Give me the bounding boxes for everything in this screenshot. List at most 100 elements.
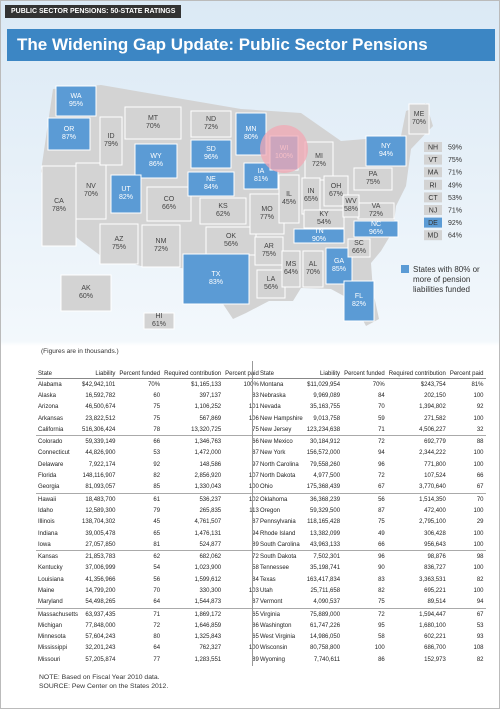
cell-value: 59,339,149 bbox=[80, 435, 118, 448]
cell-state: Alaska bbox=[38, 392, 57, 399]
header-row: State Liability Percent funded Required con… bbox=[258, 358, 486, 379]
cell-value: 567,869 bbox=[199, 415, 222, 422]
state-abbr: MS bbox=[286, 261, 297, 268]
cell-value: 138,704,302 bbox=[82, 519, 116, 526]
cell-value: 92 bbox=[153, 461, 161, 468]
cell-value: 70% bbox=[372, 381, 385, 388]
state bbox=[281, 250, 301, 288]
cell-state: Nevada bbox=[260, 404, 281, 411]
cell-state: Alabama bbox=[38, 381, 62, 388]
small-state-value: 75% bbox=[448, 157, 462, 164]
state-value: 96% bbox=[369, 229, 383, 236]
cell-value: 93 bbox=[476, 634, 484, 641]
state-abbr: NY bbox=[381, 143, 391, 150]
cell-value: 265,835 bbox=[199, 507, 222, 514]
small-state-box bbox=[424, 179, 442, 190]
cell-value: 1,476,131 bbox=[194, 530, 222, 537]
small-state-value: 71% bbox=[448, 170, 462, 177]
state-value: 61% bbox=[152, 321, 166, 328]
cell-value: 72 bbox=[223, 550, 261, 563]
cell-value: 175,368,439 bbox=[306, 484, 341, 491]
cell-value: 148,586 bbox=[199, 461, 222, 468]
table-row: Minnesota 57,604,243 80 1,325,843 65 bbox=[36, 632, 261, 643]
table-row: Florida 148,116,907 82 2,856,920 107 bbox=[36, 470, 261, 481]
cell-value: 66 bbox=[223, 435, 261, 448]
state-value: 87% bbox=[62, 134, 76, 141]
cell-value: 100 bbox=[473, 541, 484, 548]
section-tag: PUBLIC SECTOR PENSIONS: 50-STATE RATINGS bbox=[5, 5, 182, 18]
state-abbr: IL bbox=[286, 191, 292, 198]
state-value: 70% bbox=[146, 123, 160, 130]
column-header: Percent funded bbox=[342, 358, 387, 379]
cell-value: 472,400 bbox=[424, 507, 446, 514]
cell-state: Wyoming bbox=[260, 656, 285, 663]
state-abbr: OK bbox=[226, 233, 236, 240]
cell-value: $243,754 bbox=[420, 381, 446, 388]
cell-value: 163,417,834 bbox=[306, 576, 341, 583]
table-row: Delaware 7,922,174 92 148,586 97 bbox=[36, 459, 261, 470]
cell-value: 61 bbox=[117, 492, 163, 506]
cell-value: 25,711,658 bbox=[310, 587, 341, 594]
cell-value: 101 bbox=[248, 404, 259, 411]
cell-value: 89 bbox=[252, 656, 259, 663]
cell-value: 77 bbox=[153, 656, 161, 663]
cell-state: Kentucky bbox=[38, 565, 63, 572]
cell-value: 1,646,859 bbox=[194, 622, 222, 629]
cell-value: 152,973 bbox=[424, 656, 446, 663]
cell-value: 7,502,301 bbox=[304, 550, 343, 563]
table-row: Kansas 21,853,783 62 682,062 72 bbox=[36, 550, 261, 563]
cell-state: New Hampshire bbox=[260, 415, 303, 422]
cell-value: 67 bbox=[447, 607, 486, 621]
table-row: West Virginia 14,986,050 58 602,221 93 bbox=[258, 632, 486, 643]
cell-value: 75 bbox=[153, 415, 161, 422]
cell-value: 86 bbox=[252, 622, 259, 629]
cell-state: South Carolina bbox=[260, 541, 300, 548]
cell-state: Colorado bbox=[36, 435, 81, 448]
state-abbr: MO bbox=[261, 206, 273, 213]
cell-value: 43,963,133 bbox=[310, 541, 341, 548]
table-right: State Liability Percent funded Required con… bbox=[258, 358, 486, 665]
cell-value: 1,680,100 bbox=[419, 622, 446, 629]
state-abbr: AK bbox=[81, 285, 91, 292]
cell-value: 1,514,350 bbox=[386, 492, 448, 506]
table-row: Massachusetts 63,937,435 71 1,869,172 65 bbox=[36, 607, 261, 621]
small-state-abbr: CT bbox=[428, 195, 438, 202]
table-row: Maine 14,799,200 70 330,300 103 bbox=[36, 585, 261, 596]
state-value: 80% bbox=[244, 134, 258, 141]
cell-value: 695,221 bbox=[424, 587, 446, 594]
state-value: 77% bbox=[260, 214, 274, 221]
column-header: State bbox=[258, 358, 305, 379]
table-row: Iowa 27,057,850 81 524,877 89 bbox=[36, 539, 261, 551]
small-state-box bbox=[424, 142, 442, 152]
state-abbr: IA bbox=[258, 168, 265, 175]
cell-value: 62 bbox=[117, 550, 163, 563]
state bbox=[293, 228, 345, 244]
column-header: Percent paid bbox=[223, 358, 261, 379]
table-row: Indiana 39,005,478 65 1,476,131 94 bbox=[36, 528, 261, 539]
state-abbr: PA bbox=[369, 171, 378, 178]
cell-value: 56 bbox=[153, 576, 161, 583]
cell-value: 100 bbox=[473, 530, 484, 537]
cell-state: Vermont bbox=[260, 599, 283, 606]
table-row: Washington 61,747,226 95 1,680,100 53 bbox=[258, 620, 486, 631]
cell-value: 682,062 bbox=[162, 550, 224, 563]
column-header: Liability bbox=[304, 358, 343, 379]
cell-value: 95 bbox=[378, 622, 385, 629]
cell-value: 78 bbox=[153, 426, 161, 433]
cell-value: 94 bbox=[378, 450, 385, 457]
small-state-value: 49% bbox=[448, 182, 462, 189]
cell-state: Utah bbox=[260, 587, 273, 594]
state-value: 84% bbox=[204, 184, 218, 191]
cell-value: $11,029,954 bbox=[307, 381, 341, 388]
table-row: Virginia 75,889,000 72 1,594,447 67 bbox=[258, 607, 486, 621]
small-state-value: 64% bbox=[448, 233, 462, 240]
cell-value: 12,589,300 bbox=[85, 507, 116, 514]
cell-value: 81 bbox=[153, 541, 161, 548]
table-row: Idaho 12,589,300 79 265,835 113 bbox=[36, 505, 261, 516]
cell-value: 18,483,700 bbox=[80, 492, 118, 506]
state bbox=[47, 117, 91, 151]
cell-value: 59 bbox=[378, 415, 385, 422]
state-abbr: NV bbox=[86, 183, 96, 190]
state bbox=[182, 253, 250, 305]
cell-value: 82 bbox=[476, 576, 484, 583]
